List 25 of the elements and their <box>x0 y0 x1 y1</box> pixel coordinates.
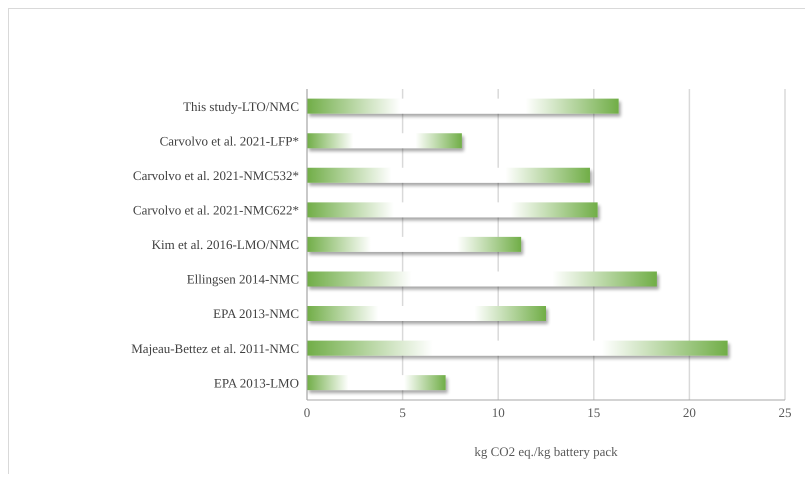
bar <box>307 236 522 252</box>
y-tick-label: Carvolvo et al. 2021-LFP* <box>160 133 299 148</box>
y-tick-label: Ellingsen 2014-NMC <box>186 272 299 287</box>
x-tick-label: 10 <box>492 405 505 420</box>
x-tick-label: 20 <box>682 405 696 420</box>
y-tick-label: EPA 2013-NMC <box>213 306 299 322</box>
bar <box>307 202 598 218</box>
bar <box>307 271 657 286</box>
y-tick-label: Carvolvo et al. 2021-NMC622* <box>132 202 299 218</box>
bar <box>307 133 462 148</box>
y-tick-label: Kim et al. 2016-LMO/NMC <box>152 237 299 252</box>
x-axis-title: kg CO2 eq./kg battery pack <box>474 444 618 459</box>
bar <box>307 98 619 114</box>
y-tick-label: This study-LTO/NMC <box>183 98 299 114</box>
x-tick-label: 25 <box>778 405 792 420</box>
bar <box>307 306 546 322</box>
y-tick-label: EPA 2013-LMO <box>214 375 299 390</box>
bar <box>307 168 590 183</box>
bar <box>307 375 446 390</box>
y-tick-label: Majeau-Bettez et al. 2011-NMC <box>131 340 299 356</box>
x-tick-label: 5 <box>399 405 406 420</box>
x-tick-label: 0 <box>304 405 310 420</box>
x-tick-label: 15 <box>587 405 600 420</box>
y-tick-label: Carvolvo et al. 2021-NMC532* <box>132 168 299 184</box>
bar <box>307 340 728 356</box>
